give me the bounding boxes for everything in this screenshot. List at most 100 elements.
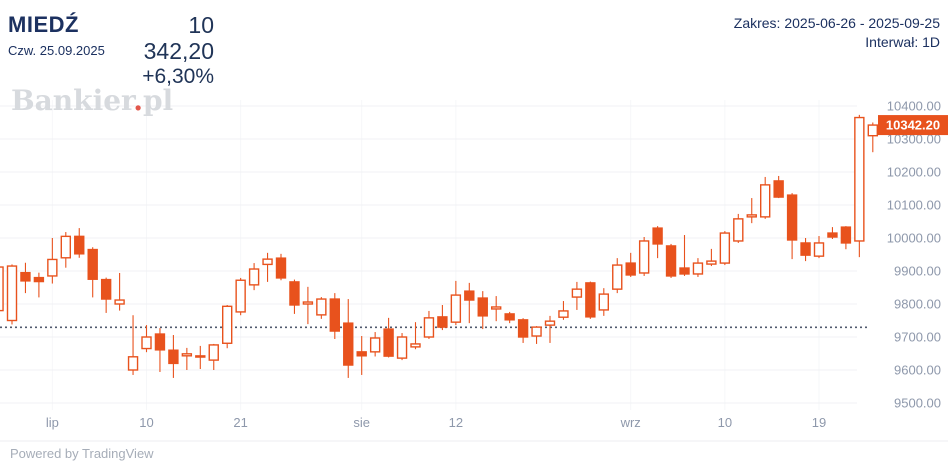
candle-body: [74, 235, 85, 255]
header-quote: 10 342,20 +6,30%: [112, 12, 214, 89]
candle: [60, 232, 71, 268]
candle: [813, 236, 825, 259]
candle: [854, 114, 865, 258]
candle-body: [100, 278, 112, 300]
candle: [598, 288, 609, 316]
candle: [652, 226, 663, 259]
candles-layer: [0, 114, 878, 378]
candle: [638, 237, 650, 276]
candle: [33, 272, 45, 298]
candle-body: [531, 326, 542, 337]
last-price-tag: 10342.20: [878, 115, 948, 136]
powered-by-tradingview-link[interactable]: Powered by TradingView: [10, 446, 154, 461]
candle-body: [692, 262, 704, 275]
quote-date: Czw. 25.09.2025: [8, 43, 105, 58]
y-axis-label: 10100.00: [887, 198, 941, 213]
candle-body: [141, 336, 152, 350]
candle: [437, 304, 448, 331]
candle-body: [262, 258, 273, 266]
candle: [571, 281, 583, 310]
candle: [517, 318, 529, 343]
candle: [208, 343, 219, 370]
grid-lines: [0, 100, 857, 410]
candle: [477, 291, 488, 330]
candle-body: [329, 298, 340, 332]
candle-body: [773, 180, 784, 198]
candle-body: [638, 240, 650, 274]
candle-body: [47, 258, 58, 277]
candle-body: [585, 282, 596, 318]
candle: [423, 310, 435, 339]
candle: [450, 280, 462, 326]
last-price-tag-bg: [878, 115, 948, 136]
candle: [558, 301, 569, 320]
candle: [141, 325, 152, 353]
candle-body: [316, 298, 327, 316]
last-price: 10 342,20: [143, 12, 214, 64]
x-axis-label: sie: [353, 415, 370, 430]
time-scale[interactable]: lip 10 21 sie 12 wrz 10 19: [46, 415, 826, 430]
candle: [6, 264, 18, 325]
candle: [773, 175, 784, 199]
candle: [504, 311, 515, 324]
price-scale[interactable]: 10400.00 10300.00 10200.00 10100.00 10000.00…: [878, 99, 948, 411]
candle-body: [719, 232, 731, 264]
candle-body: [383, 328, 394, 357]
range-label: Zakres: 2025-06-26 - 2025-09-25: [733, 15, 940, 31]
candle: [625, 252, 636, 277]
x-axis-label: wrz: [620, 415, 641, 430]
candle: [679, 235, 690, 276]
candle: [585, 281, 596, 319]
candle-body: [369, 337, 381, 353]
candle: [235, 277, 246, 316]
candle: [544, 315, 556, 343]
candle: [719, 231, 731, 266]
candle-body: [867, 124, 878, 137]
candle: [410, 322, 421, 350]
candle-body: [786, 194, 798, 241]
x-axis-label: 21: [233, 415, 247, 430]
y-axis-label: 9900.00: [894, 264, 941, 279]
candle: [800, 238, 811, 262]
candle-body: [248, 268, 260, 286]
candle-body: [181, 353, 193, 357]
candle-body: [289, 281, 300, 306]
candle-body: [343, 322, 354, 366]
candle-body: [558, 310, 569, 318]
candle: [181, 347, 193, 370]
candle-body: [464, 290, 475, 301]
candle: [464, 282, 475, 324]
candle-body: [33, 276, 45, 283]
candle-body: [302, 301, 314, 305]
candle: [383, 317, 394, 358]
candle: [20, 262, 31, 294]
x-axis-label: 12: [449, 415, 463, 430]
candle-body: [0, 266, 4, 312]
candle: [316, 297, 327, 319]
candle: [74, 228, 85, 258]
candle-body: [665, 245, 677, 277]
watermark-dot: .: [133, 84, 143, 117]
candle: [840, 226, 852, 250]
candle-body: [356, 351, 367, 357]
interval-label: Interwał: 1D: [865, 34, 940, 50]
x-axis-label: 10: [139, 415, 153, 430]
candle: [612, 258, 623, 294]
instrument-name: MIEDŹ: [8, 12, 79, 37]
candle-body: [221, 305, 233, 344]
candle-body: [423, 317, 435, 338]
candle-body: [208, 344, 219, 361]
candle-body: [612, 264, 623, 290]
candle-body: [854, 116, 865, 242]
candle-body: [733, 218, 744, 242]
candle-body: [517, 319, 529, 338]
candle: [827, 227, 838, 239]
candle: [289, 279, 300, 314]
candle: [343, 299, 354, 378]
candle-body: [491, 306, 502, 310]
candle-body: [450, 294, 462, 323]
candle: [786, 193, 798, 260]
watermark-text-suffix: pl: [142, 84, 174, 117]
candle-body: [396, 336, 408, 359]
